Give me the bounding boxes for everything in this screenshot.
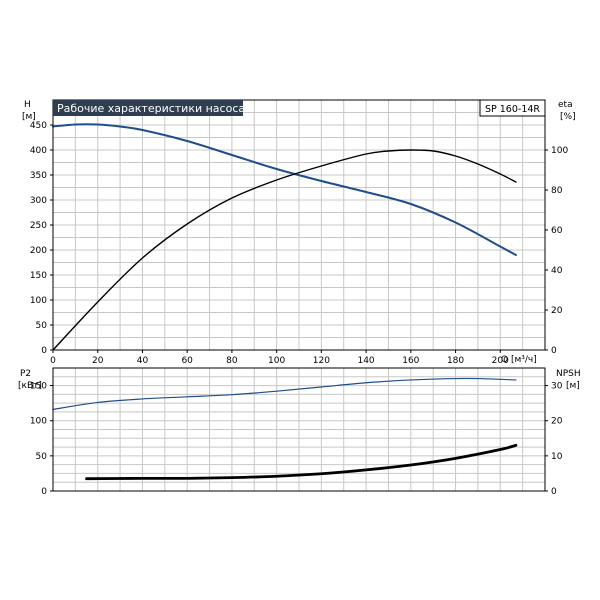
x-tick-label: 20: [92, 356, 104, 366]
y-left-label-unit: [м]: [22, 112, 36, 122]
top-right-tick-label: 100: [551, 146, 568, 156]
x-tick-label: 200: [492, 356, 509, 366]
title-box: [53, 100, 243, 116]
bottom-left-tick-label: 50: [36, 452, 48, 462]
top-plot-frame: [52, 99, 546, 351]
bottom-series-line-1: [52, 377, 517, 411]
top-right-tick-label: 60: [551, 226, 563, 236]
bottom-left-tick-label: 100: [30, 417, 47, 427]
bottom-grid: [53, 368, 545, 491]
bottom-right-ticks: 0 10 20 30: [545, 382, 563, 497]
x-tick-label: 120: [313, 356, 330, 366]
x-tick-label: 140: [357, 356, 374, 366]
top-left-tick-label: 200: [30, 246, 47, 256]
bottom-right-tick-label: 0: [551, 487, 557, 497]
top-right-ticks: 0 20 40 60 80 100: [545, 146, 568, 356]
bottom-left-ticks: 0 50 100 150: [30, 382, 53, 497]
top-left-tick-label: 250: [30, 221, 47, 231]
bottom-series-line-2: [85, 443, 518, 481]
bottom-right-tick-label: 30: [551, 382, 563, 392]
top-series-line-2: [52, 149, 517, 351]
bottom-series: [52, 377, 518, 481]
bottom-y-left-label-name: P2: [20, 369, 31, 379]
x-axis-label: Q [м³/ч]: [501, 355, 537, 365]
top-series: [52, 123, 517, 351]
top-left-tick-label: 300: [30, 196, 47, 206]
top-grid: [53, 100, 545, 350]
top-chart: 0 20 40 60 80 100 120 140 160 180 200 050100150200…: [22, 99, 576, 366]
y-left-label-name: H: [24, 100, 31, 110]
top-series-line-1: [52, 123, 517, 256]
top-x-ticks: 0 20 40 60 80 100 120 140 160 180 200: [50, 350, 509, 366]
x-tick-label: 40: [137, 356, 149, 366]
model-label: SP 160-14R: [485, 104, 540, 115]
top-right-tick-label: 80: [551, 186, 563, 196]
top-left-tick-label: 100: [30, 296, 47, 306]
bottom-plot-frame: [52, 367, 546, 492]
y-right-label-unit: [%]: [560, 112, 576, 122]
top-left-tick-label: 50: [36, 321, 48, 331]
x-tick-label: 80: [226, 356, 238, 366]
bottom-chart: 0 50 100 150 0 10 20 30 P2 [кВт] NPSH [м]: [18, 367, 581, 497]
top-left-tick-label: 450: [30, 121, 47, 131]
top-left-tick-label: 350: [30, 171, 47, 181]
top-left-tick-label: 0: [41, 346, 47, 356]
x-tick-label: 60: [181, 356, 193, 366]
top-right-tick-label: 20: [551, 306, 563, 316]
x-tick-label: 0: [50, 356, 56, 366]
top-left-tick-label: 400: [30, 146, 47, 156]
top-right-tick-label: 40: [551, 266, 563, 276]
bottom-right-tick-label: 10: [551, 452, 563, 462]
chart-title: Рабочие характеристики насоса: [57, 102, 245, 115]
x-tick-label: 180: [447, 356, 464, 366]
bottom-y-left-label-unit: [кВт]: [18, 381, 42, 391]
bottom-y-right-label-name: NPSH: [556, 369, 581, 379]
top-right-tick-label: 0: [551, 346, 557, 356]
bottom-left-tick-label: 0: [41, 487, 47, 497]
x-tick-label: 160: [402, 356, 419, 366]
y-right-label-name: eta: [558, 100, 573, 110]
model-box: [479, 99, 546, 117]
x-tick-label: 100: [268, 356, 285, 366]
bottom-y-right-label-unit: [м]: [566, 381, 580, 391]
top-left-tick-label: 150: [30, 271, 47, 281]
top-left-ticks: 0 50 100 150 200 250 300 350 400 450: [30, 121, 53, 356]
bottom-left-tick-label: 150: [30, 382, 47, 392]
bottom-right-tick-label: 20: [551, 417, 563, 427]
